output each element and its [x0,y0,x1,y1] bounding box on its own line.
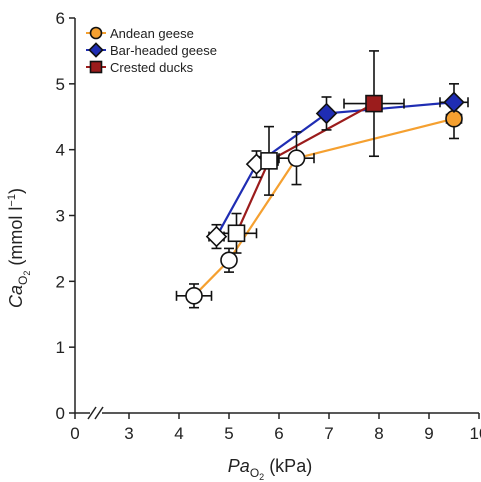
y-axis-title: CaO2 (mmol l−1) [6,188,32,308]
data-point [185,287,203,305]
x-tick-label: 3 [124,424,133,443]
x-tick-label: 10 [470,424,481,443]
y-tick-label: 2 [56,272,65,291]
x-tick-label: 4 [174,424,183,443]
legend-marker [88,42,104,58]
x-tick-label: 9 [424,424,433,443]
legend: Andean geese Bar-headed geese Crested duck… [86,26,217,75]
axis-break-mark [87,406,97,420]
x-tick-label: 8 [374,424,383,443]
y-tick-label: 4 [56,141,65,160]
data-point [287,149,306,168]
x-tick-label: 7 [324,424,333,443]
x-tick-label: 5 [224,424,233,443]
data-point [227,224,246,243]
legend-label: Crested ducks [110,60,194,75]
series-line [193,117,455,297]
data-point [205,225,228,248]
x-axis-title: PaO2 (kPa) [228,456,312,482]
ticks: 0 1 2 3 4 5 6 0 3 4 5 6 7 8 9 10 [56,9,481,443]
axes [74,18,479,420]
legend-marker [89,60,103,74]
y-tick-label: 0 [56,404,65,423]
series-line [215,101,455,238]
y-tick-label: 3 [56,207,65,226]
x-tick-label: 6 [274,424,283,443]
y-tick-label: 5 [56,75,65,94]
data-point [443,91,465,113]
data-point [445,109,463,128]
data-point [260,152,278,170]
data-point [315,102,338,125]
y-tick-label: 1 [56,338,65,357]
data-point [220,251,238,270]
data-markers [185,91,465,305]
legend-marker [89,26,103,40]
x-tick-label: 0 [70,424,79,443]
axis-break-mark [94,406,104,420]
legend-label: Andean geese [110,26,194,41]
y-tick-label: 6 [56,9,65,28]
legend-label: Bar-headed geese [110,43,217,58]
data-point [365,94,383,113]
